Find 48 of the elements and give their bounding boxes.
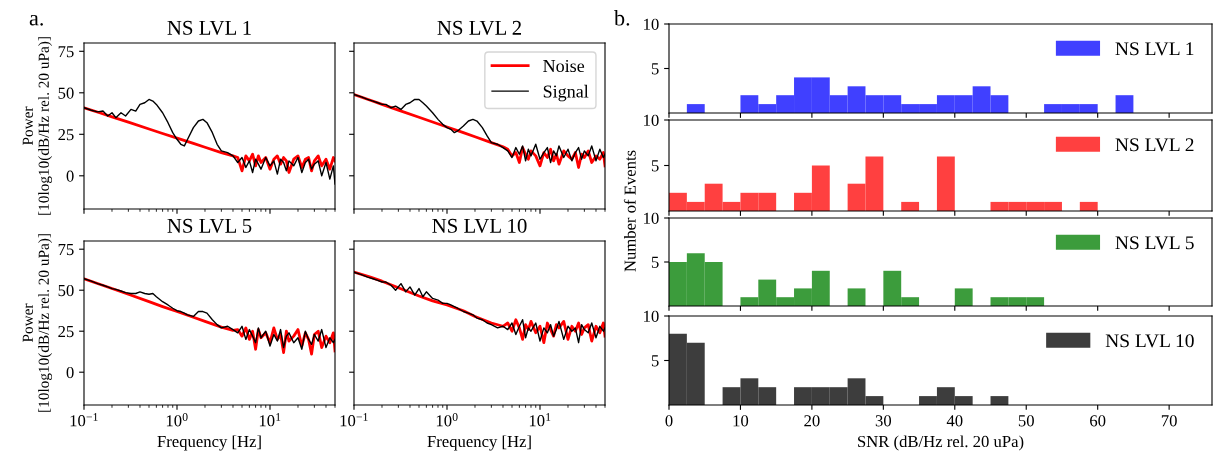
x-axis-title: Frequency [Hz] — [427, 435, 531, 451]
legend-label: NS LVL 5 — [1115, 236, 1194, 250]
x-tick-label: 30 — [875, 415, 892, 427]
legend-label: Noise — [543, 59, 585, 73]
y-tick-label: 75 — [58, 244, 74, 256]
y-tick-label: 0 — [66, 366, 74, 379]
chart-title: NS LVL 2 — [437, 20, 521, 35]
y-axis-title: Power [10log10(dB/Hz rel. 20 uPa)] — [22, 234, 53, 412]
x-tick-label: 50 — [1018, 415, 1034, 427]
x-tick-label: 60 — [1090, 415, 1106, 427]
chart-title: NS LVL 10 — [432, 218, 527, 233]
x-tick-label: 40 — [946, 415, 963, 427]
x-tick-label: 10$^{−1}$ — [340, 413, 368, 427]
y-tick-label: 10 — [644, 114, 659, 126]
y-tick-label: 5 — [651, 160, 659, 172]
x-tick-label: 10$^{−1}$ — [70, 413, 98, 427]
x-tick-label: 10$^{1}$ — [529, 413, 551, 427]
y-tick-label: 50 — [58, 284, 74, 297]
legend-label: NS LVL 10 — [1105, 334, 1194, 348]
x-tick-label: 10 — [733, 415, 749, 427]
chart-title: NS LVL 1 — [167, 20, 251, 35]
legend-label: NS LVL 2 — [1115, 138, 1194, 152]
x-axis-title: Frequency [Hz] — [157, 435, 261, 451]
x-tick-label: 0 — [665, 415, 673, 427]
y-axis-title: Power [10log10(dB/Hz rel. 20 uPa)] — [22, 37, 53, 215]
y-tick-label: 10 — [644, 18, 659, 30]
text: b. — [614, 9, 630, 26]
y-tick-label: 10 — [644, 310, 659, 322]
legend-label: NS LVL 1 — [1115, 42, 1194, 56]
x-tick-label: 10$^{0}$ — [436, 413, 458, 427]
y-axis-title: Number of Events — [623, 150, 636, 272]
x-axis-title: SNR (dB/Hz rel. 20 uPa) — [858, 435, 1024, 451]
y-tick-label: 5 — [651, 355, 659, 367]
legend-label: Signal — [543, 84, 589, 102]
y-tick-label: 25 — [58, 325, 74, 338]
y-tick-label: 10 — [644, 212, 659, 224]
x-tick-label: 20 — [804, 415, 820, 427]
y-tick-label: 50 — [58, 87, 74, 99]
y-tick-label: 0 — [66, 170, 74, 182]
y-tick-label: 25 — [58, 129, 74, 141]
text: a. — [29, 14, 43, 26]
x-tick-label: 10$^{1}$ — [259, 413, 281, 427]
x-tick-label: 10$^{0}$ — [166, 413, 188, 427]
x-tick-label: 70 — [1161, 415, 1177, 427]
y-tick-label: 5 — [651, 63, 659, 75]
chart-title: NS LVL 5 — [167, 218, 252, 233]
y-tick-label: 75 — [58, 46, 74, 58]
y-tick-label: 5 — [651, 256, 659, 268]
